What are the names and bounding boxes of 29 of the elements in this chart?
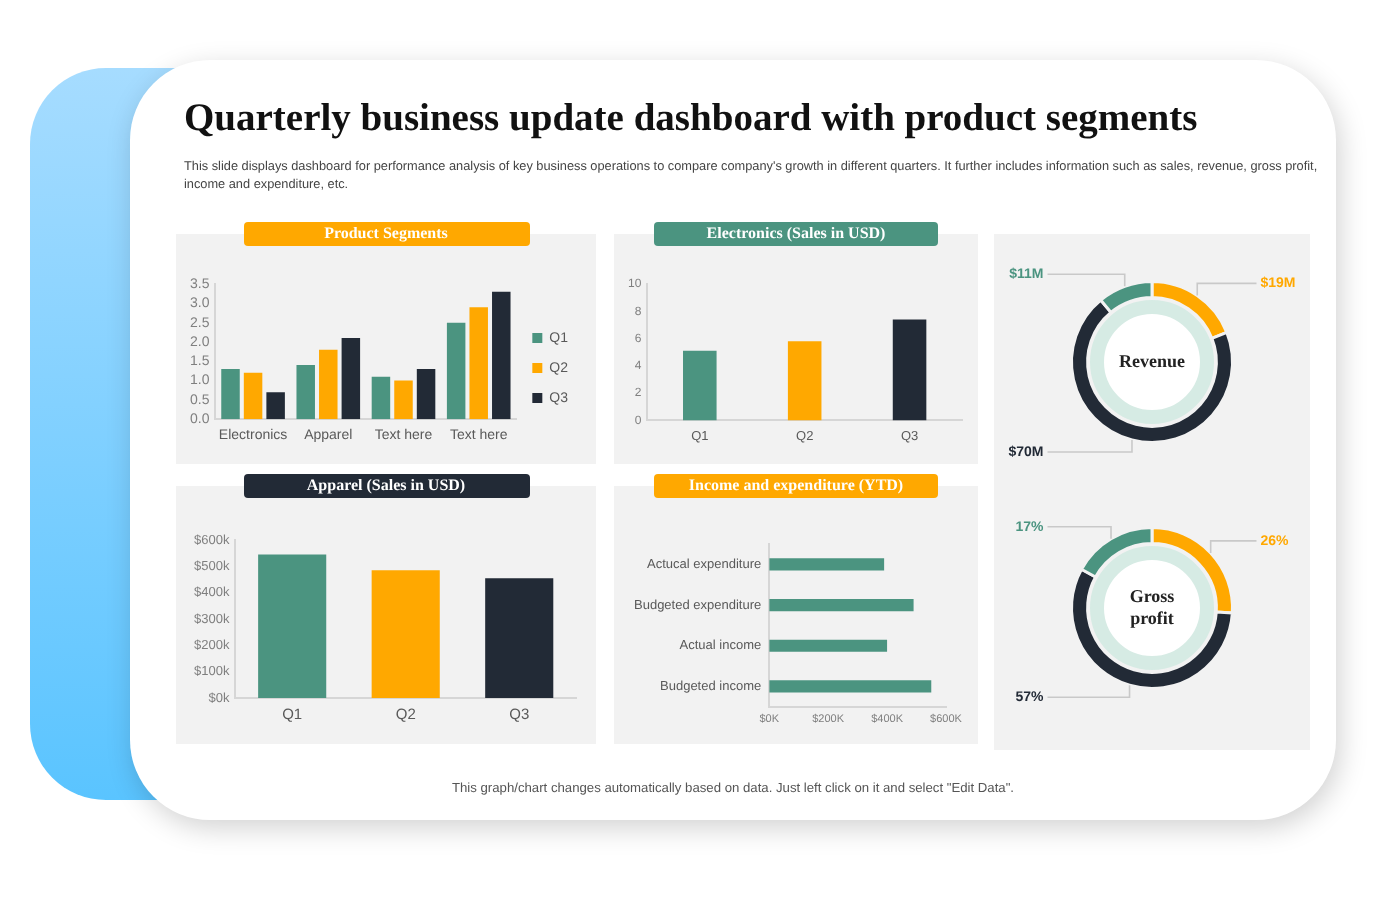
bar <box>485 578 554 698</box>
chart-title: Product Segments <box>243 222 529 246</box>
bar <box>892 319 927 421</box>
bar <box>341 338 361 420</box>
bar <box>371 376 391 420</box>
bar <box>266 392 285 420</box>
bar <box>787 341 822 421</box>
bar <box>683 350 717 421</box>
bar <box>221 368 240 420</box>
bar <box>258 554 327 698</box>
chart-title: Income and expenditure (YTD) <box>654 474 938 498</box>
bar <box>446 322 466 420</box>
bar <box>319 349 338 420</box>
bar <box>769 598 914 612</box>
bar <box>469 307 488 420</box>
bar <box>769 680 932 693</box>
text: Revenue <box>1119 351 1185 373</box>
text: Quarterly business update dashboard with product segments <box>184 98 1198 142</box>
chart-title: Electronics (Sales in USD) <box>654 222 938 246</box>
bar <box>296 365 315 420</box>
bar <box>769 639 888 652</box>
bar <box>394 380 413 420</box>
bar <box>416 368 436 420</box>
bar <box>492 291 511 420</box>
bar <box>243 372 263 420</box>
bar <box>371 570 440 698</box>
bar <box>769 558 885 571</box>
chart-title: Apparel (Sales in USD) <box>243 474 529 498</box>
text: Gross profit <box>1127 586 1177 630</box>
